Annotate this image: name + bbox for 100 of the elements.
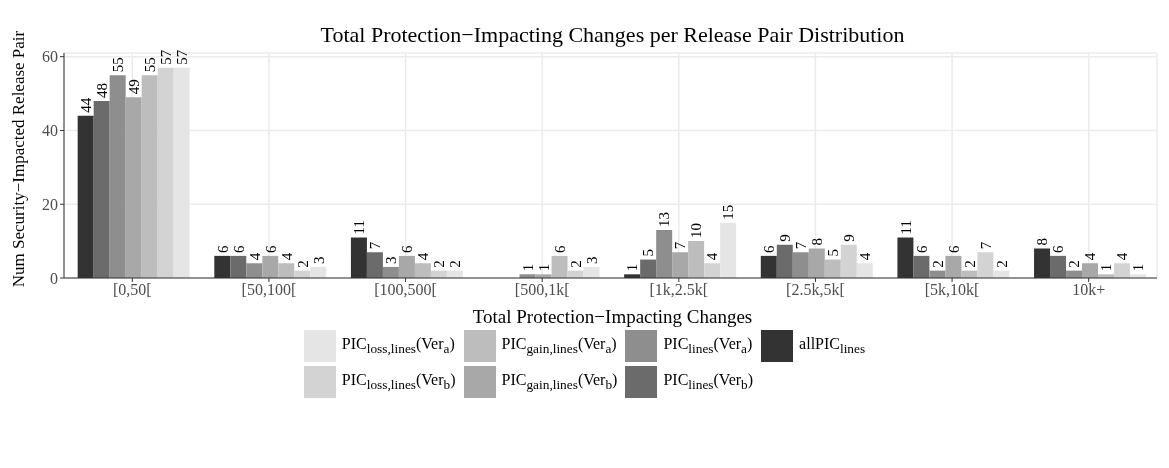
data-label: 6	[945, 244, 962, 253]
data-label: 2	[929, 260, 946, 268]
bar	[310, 266, 327, 278]
x-tick-label: [0,50[	[112, 281, 152, 299]
bar	[1050, 255, 1067, 278]
bar	[977, 252, 994, 278]
data-label: 6	[551, 244, 568, 253]
data-label: 57	[173, 49, 190, 65]
y-tick-label: 20	[42, 195, 58, 213]
data-label: 11	[351, 219, 368, 235]
bar	[278, 263, 295, 278]
bar	[246, 263, 263, 278]
data-label: 55	[109, 57, 126, 73]
bar	[720, 222, 737, 278]
data-label: 55	[141, 57, 158, 73]
data-label: 7	[672, 241, 689, 250]
data-label: 10	[688, 223, 705, 239]
data-label: 7	[977, 241, 994, 250]
bar	[1114, 263, 1131, 278]
data-label: 1	[624, 263, 641, 272]
y-tick-label: 40	[42, 122, 58, 140]
bar	[840, 244, 857, 278]
data-label: 8	[809, 237, 826, 246]
bar	[776, 244, 793, 278]
data-label: 2	[993, 260, 1010, 268]
data-label: 6	[214, 244, 231, 253]
bar	[913, 255, 930, 278]
data-label: 48	[93, 82, 110, 98]
bar	[125, 97, 142, 278]
legend-label: PIC$_{loss,lines}$(Ver$_{b}$)	[341, 370, 456, 394]
bar	[808, 248, 825, 278]
bar	[366, 252, 383, 278]
bar	[656, 230, 673, 278]
data-label: 7	[367, 241, 384, 250]
chart-title: Total Protection−Impacting Changes per Release Pair Distribution	[319, 22, 906, 48]
y-axis-title: Num Security−Impacted Release Pair	[9, 30, 29, 288]
data-label: 3	[583, 256, 600, 264]
data-label: 1	[535, 263, 552, 272]
x-tick-label: 10k+	[1072, 281, 1106, 299]
bar	[551, 255, 568, 278]
bar	[856, 263, 873, 278]
data-label: 1	[1098, 263, 1115, 272]
bar	[824, 259, 841, 278]
bar	[640, 259, 657, 278]
x-tick-label: [50,100[	[241, 281, 297, 299]
legend-label: PIC$_{loss,lines}$(Ver$_{a}$)	[341, 334, 455, 358]
data-label: 11	[897, 219, 914, 235]
x-tick-label: [100,500[	[374, 281, 437, 299]
data-label: 6	[1050, 244, 1067, 253]
data-label: 49	[125, 79, 142, 95]
data-label: 15	[720, 204, 737, 220]
data-label: 2	[961, 260, 978, 268]
legend-label: allPIC$_{lines}$	[799, 334, 866, 358]
data-label: 4	[1082, 252, 1099, 261]
legend-label: PIC$_{lines}$(Ver$_{b}$)	[663, 370, 754, 394]
data-label: 4	[857, 252, 874, 261]
bar	[945, 255, 962, 278]
data-label: 5	[640, 249, 657, 257]
data-label: 13	[656, 212, 673, 228]
legend-label: PIC$_{gain,lines}$(Ver$_{a}$)	[501, 334, 617, 358]
data-label: 6	[230, 244, 247, 253]
bar	[93, 100, 110, 278]
x-tick-label: [2.5k,5k[	[786, 281, 845, 299]
data-label: 4	[246, 252, 263, 261]
bar	[583, 266, 600, 278]
x-axis-title: Total Protection−Impacting Changes	[471, 306, 754, 328]
data-label: 2	[567, 260, 584, 268]
data-label: 6	[913, 244, 930, 253]
data-label: 57	[157, 49, 174, 65]
data-label: 1	[519, 263, 536, 272]
x-tick-label: [5k,10k[	[924, 281, 980, 299]
bar	[262, 255, 279, 278]
bar	[1082, 263, 1099, 278]
data-label: 9	[841, 234, 858, 242]
legend-label: PIC$_{lines}$(Ver$_{a}$)	[663, 334, 753, 358]
data-label: 7	[793, 241, 810, 250]
data-label: 3	[310, 256, 327, 264]
bar	[109, 75, 126, 278]
bar	[157, 67, 174, 278]
bar	[792, 252, 809, 278]
x-tick-label: [500,1k[	[514, 281, 570, 299]
bar	[704, 263, 721, 278]
bar	[382, 266, 399, 278]
y-tick-label: 0	[50, 269, 58, 287]
bar	[672, 252, 689, 278]
data-label: 2	[431, 260, 448, 268]
bar	[230, 255, 247, 278]
data-label: 6	[399, 244, 416, 253]
data-label: 2	[447, 260, 464, 268]
data-label: 6	[262, 244, 279, 253]
data-label: 1	[1130, 263, 1147, 272]
data-label: 4	[704, 252, 721, 261]
bar	[141, 75, 158, 278]
data-label: 4	[415, 252, 432, 261]
bar	[688, 241, 705, 278]
data-label: 44	[77, 97, 94, 113]
data-label: 2	[1066, 260, 1083, 268]
data-label: 4	[278, 252, 295, 261]
legend-label: PIC$_{gain,lines}$(Ver$_{b}$)	[501, 370, 618, 394]
data-label: 8	[1034, 237, 1051, 246]
